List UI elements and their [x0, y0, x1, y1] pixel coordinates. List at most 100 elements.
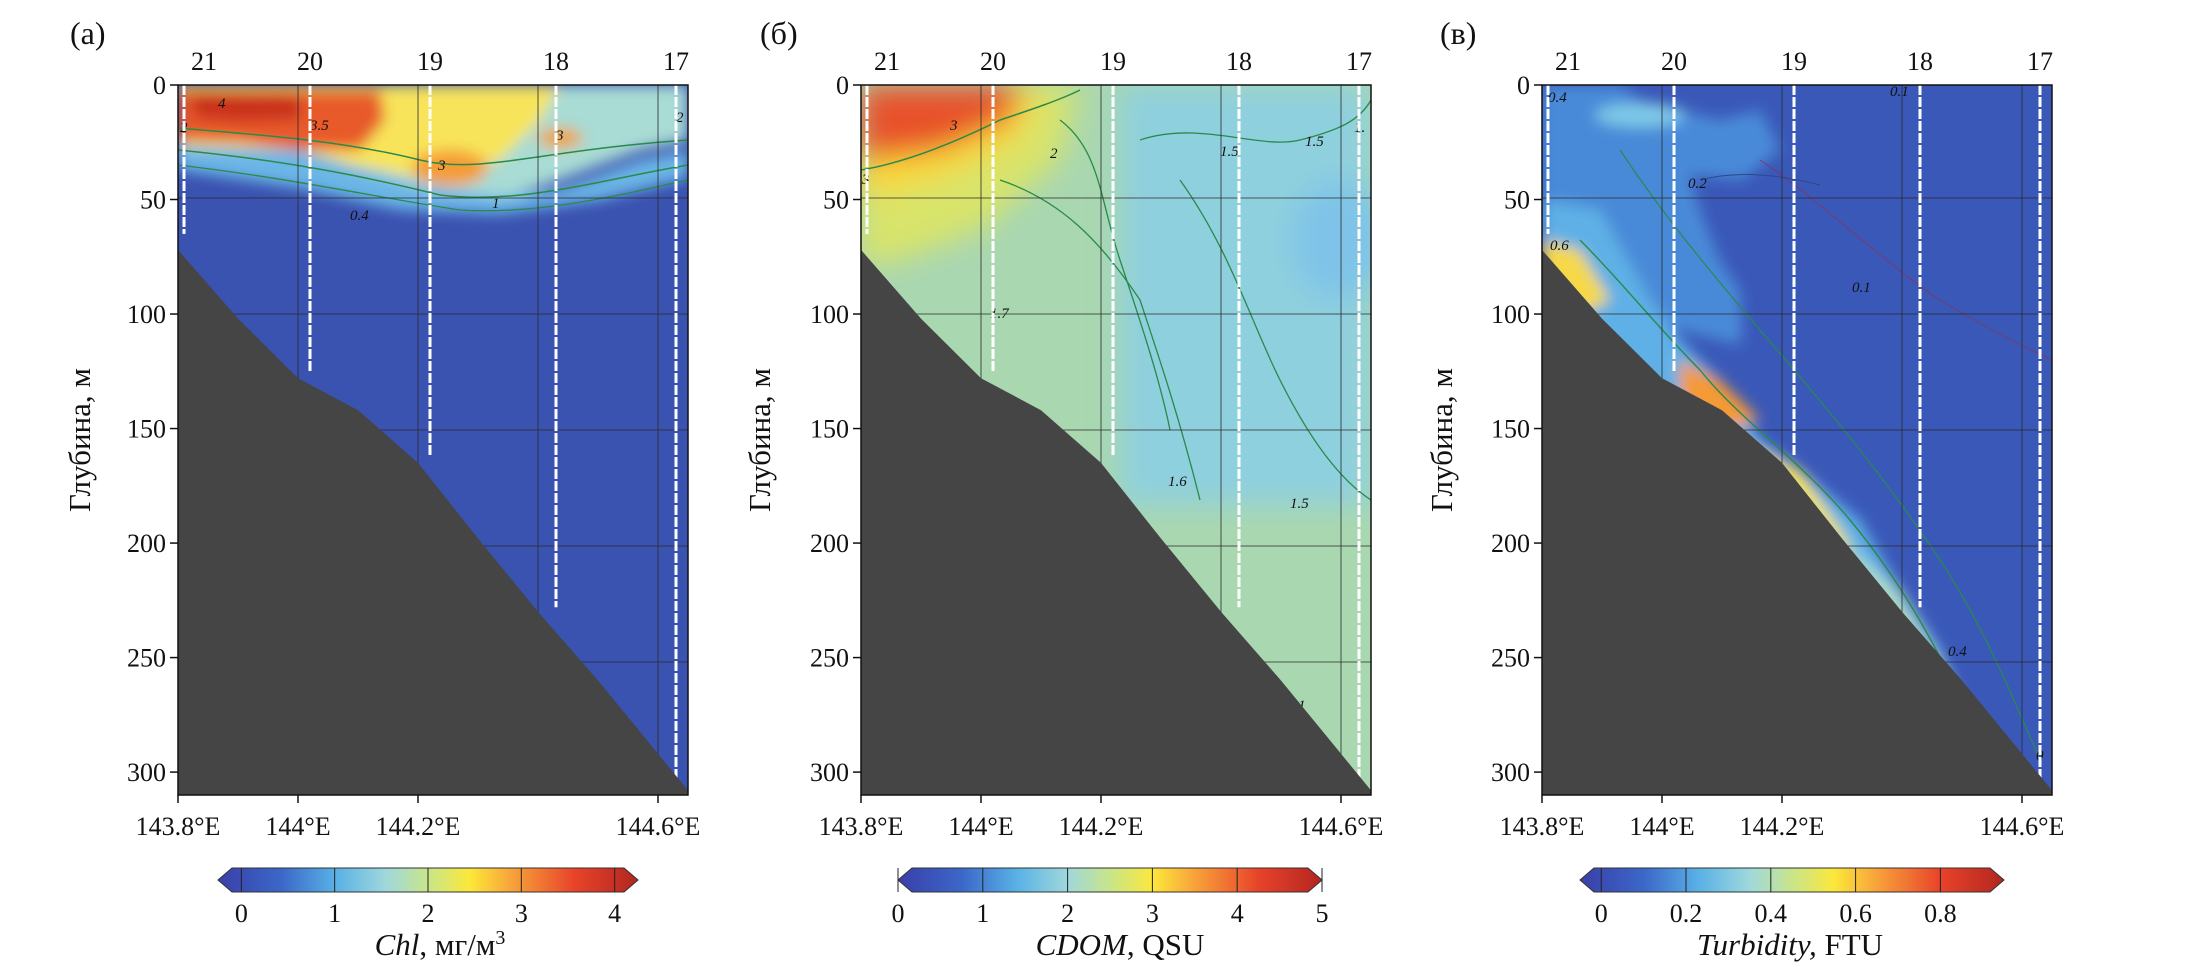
x-tick-label: 144.2°E	[1059, 812, 1144, 841]
station-label: 17	[1346, 47, 1372, 76]
contour-label: 0.1	[1890, 84, 1909, 100]
contour-label: 1.5	[1290, 496, 1309, 512]
colorbar-tick-label: 2	[422, 899, 435, 928]
station-label: 18	[1226, 47, 1252, 76]
y-tick-label: 250	[810, 644, 849, 673]
contour-label: 0.4	[1948, 644, 1967, 660]
station-label: 18	[543, 47, 569, 76]
colorbar-title: Turbidity, FTU	[1697, 927, 1883, 962]
y-tick-label: 150	[1491, 415, 1530, 444]
contour-label: 0.4	[350, 208, 369, 224]
y-tick-label: 100	[1491, 300, 1530, 329]
y-tick-label: 50	[1504, 186, 1530, 215]
y-tick-label: 250	[127, 644, 166, 673]
y-axis-title: Глубина, м	[742, 368, 777, 512]
y-tick-label: 100	[810, 300, 849, 329]
x-tick-label: 144°E	[948, 812, 1013, 841]
colorbar	[897, 867, 1323, 893]
x-tick-label: 144.6°E	[1299, 812, 1384, 841]
contour-label: 0.2	[1688, 176, 1707, 192]
turbidity-plot-frame	[1541, 84, 2053, 796]
colorbar-tick-label: 4	[1231, 899, 1244, 928]
cdom-plot-frame	[860, 84, 1372, 796]
station-label: 17	[663, 47, 689, 76]
y-tick-label: 50	[823, 186, 849, 215]
x-tick-label: 144°E	[265, 812, 330, 841]
contour-label: 3	[437, 158, 446, 174]
colorbar-tick-label: 0	[235, 899, 248, 928]
colorbar-tick-label: 0	[1595, 899, 1608, 928]
colorbar-tick-label: 2	[1061, 899, 1074, 928]
cdom-section-panel: 3 2 1.5 1.5 1. 3 1.7 1.6 1.5 1 050100150…	[742, 15, 1384, 962]
contour-label: 3	[555, 128, 564, 144]
contour-label: 1.5	[1220, 144, 1239, 160]
chl-plot-frame	[177, 84, 689, 796]
y-tick-label: 100	[127, 300, 166, 329]
contour-label: 1.6	[1168, 474, 1187, 490]
colorbar-tick-label: 3	[1146, 899, 1159, 928]
chl-contour-labels: 4 3.5 3 3 1 0.4 2 2	[180, 96, 684, 224]
station-label: 21	[874, 47, 900, 76]
colorbar-title-unit: FTU	[1817, 927, 1883, 962]
x-tick-label: 143.8°E	[1500, 812, 1585, 841]
contour-label: 0	[2036, 748, 2044, 764]
colorbar-tick-label: 3	[515, 899, 528, 928]
station-label: 21	[1555, 47, 1581, 76]
panel-label: (а)	[70, 15, 106, 51]
contour-label: 2	[1050, 146, 1058, 162]
station-label: 18	[1907, 47, 1933, 76]
colorbar-title-variable: Turbidity,	[1697, 927, 1817, 962]
x-tick-label: 144.6°E	[616, 812, 701, 841]
contour-label: 3	[949, 118, 958, 134]
panel-label: (б)	[760, 15, 798, 51]
seafloor-bathymetry	[178, 249, 688, 795]
y-tick-label: 300	[1491, 758, 1530, 787]
x-tick-label: 144°E	[1629, 812, 1694, 841]
y-tick-label: 0	[1517, 71, 1530, 100]
x-tick-label: 144.2°E	[376, 812, 461, 841]
colorbar-tick-label: 1	[976, 899, 989, 928]
station-label: 20	[980, 47, 1006, 76]
station-label: 21	[191, 47, 217, 76]
y-axis-title: Глубина, м	[1424, 368, 1459, 512]
seafloor-bathymetry	[1542, 249, 2052, 795]
colorbar-tick-label: 0.8	[1924, 899, 1957, 928]
colorbar-title-superscript: 3	[495, 927, 505, 949]
panel-label: (в)	[1440, 15, 1476, 51]
station-label: 20	[1661, 47, 1687, 76]
colorbar-tick-label: 4	[608, 899, 621, 928]
y-tick-label: 150	[810, 415, 849, 444]
contour-label: 0.4	[1548, 90, 1567, 106]
station-label: 19	[1100, 47, 1126, 76]
contour-label: 3	[861, 172, 870, 188]
contour-label: 1	[492, 196, 500, 212]
colorbar-tick-label: 5	[1316, 899, 1329, 928]
colorbar-title-unit: , QSU	[1127, 927, 1205, 962]
colorbar-title-unit: , мг/м	[419, 927, 495, 962]
contour-label: 0.6	[1550, 238, 1569, 254]
colorbar-tick-label: 1	[328, 899, 341, 928]
x-tick-label: 144.2°E	[1740, 812, 1825, 841]
station-label: 19	[417, 47, 443, 76]
y-tick-label: 300	[810, 758, 849, 787]
colorbar-title-variable: Chl	[375, 927, 420, 962]
seafloor-bathymetry	[861, 249, 1371, 795]
colorbar-title: CDOM, QSU	[1036, 927, 1205, 962]
y-tick-label: 250	[1491, 644, 1530, 673]
colorbar-tick-label: 0.2	[1670, 899, 1703, 928]
contour-label: 1.5	[1305, 134, 1324, 150]
turbidity-contour-labels: 0.4 0.1 0.2 0.1 0.6 0.4 0	[1548, 84, 2044, 764]
x-tick-label: 143.8°E	[819, 812, 904, 841]
station-label: 20	[297, 47, 323, 76]
y-tick-label: 0	[836, 71, 849, 100]
y-tick-label: 0	[153, 71, 166, 100]
contour-label: 0.1	[1852, 280, 1871, 296]
colorbar-tick-label: 0.6	[1839, 899, 1872, 928]
station-label: 17	[2027, 47, 2053, 76]
y-tick-label: 300	[127, 758, 166, 787]
contour-label: 1.7	[990, 306, 1010, 322]
colorbar-tick-label: 0	[892, 899, 905, 928]
y-tick-label: 50	[140, 186, 166, 215]
